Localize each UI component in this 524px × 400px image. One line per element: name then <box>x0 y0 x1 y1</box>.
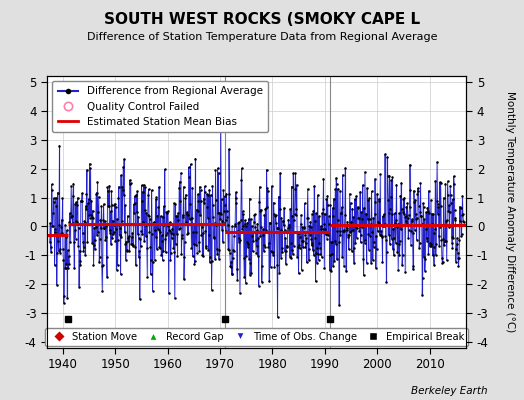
Legend: Station Move, Record Gap, Time of Obs. Change, Empirical Break: Station Move, Record Gap, Time of Obs. C… <box>45 328 468 346</box>
Text: SOUTH WEST ROCKS (SMOKY CAPE L: SOUTH WEST ROCKS (SMOKY CAPE L <box>104 12 420 27</box>
Text: Berkeley Earth: Berkeley Earth <box>411 386 487 396</box>
Y-axis label: Monthly Temperature Anomaly Difference (°C): Monthly Temperature Anomaly Difference (… <box>505 91 515 333</box>
Text: Difference of Station Temperature Data from Regional Average: Difference of Station Temperature Data f… <box>87 32 437 42</box>
